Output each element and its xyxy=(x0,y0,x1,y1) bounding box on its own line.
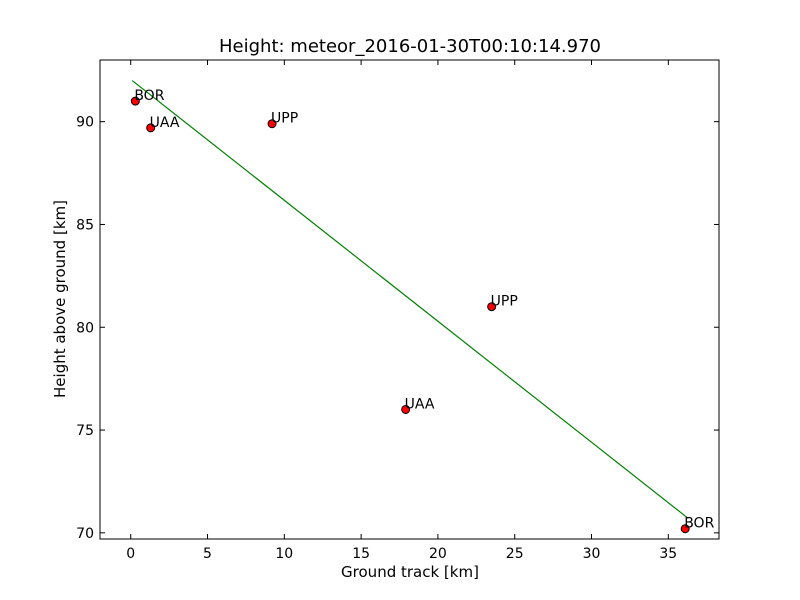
station-label: BOR xyxy=(134,88,164,104)
y-tick-label: 70 xyxy=(76,526,94,542)
x-axis-label: Ground track [km] xyxy=(341,563,479,581)
x-tick-label: 15 xyxy=(352,546,370,562)
chart-title: Height: meteor_2016-01-30T00:10:14.970 xyxy=(219,36,601,57)
x-tick-label: 5 xyxy=(203,546,212,562)
station-label: UPP xyxy=(491,294,518,310)
station-point xyxy=(267,119,277,129)
fit-line xyxy=(131,80,689,519)
station-label: UPP xyxy=(271,111,298,127)
station-point xyxy=(146,123,156,133)
station-label: BOR xyxy=(684,516,714,532)
y-tick-label: 90 xyxy=(76,115,94,131)
station-point xyxy=(401,404,411,414)
y-tick-label: 80 xyxy=(76,320,94,336)
station-point xyxy=(680,524,690,534)
station-label: UAA xyxy=(150,115,180,131)
x-tick-label: 20 xyxy=(429,546,447,562)
x-tick-label: 35 xyxy=(659,546,677,562)
station-point xyxy=(487,302,497,312)
y-tick-label: 75 xyxy=(76,423,94,439)
x-tick-label: 25 xyxy=(506,546,524,562)
station-point xyxy=(130,96,140,106)
station-label: UAA xyxy=(405,396,435,412)
axes-frame xyxy=(99,59,720,540)
x-tick-label: 10 xyxy=(275,546,293,562)
x-tick-label: 30 xyxy=(583,546,601,562)
y-tick-label: 85 xyxy=(76,217,94,233)
y-axis-label: Height above ground [km] xyxy=(51,200,69,398)
x-tick-label: 0 xyxy=(126,546,135,562)
plot-area: 0 5 10 15 20 25 30 35 70 75 80 85 90 BOR UAA UPP UPP UAA B… xyxy=(76,59,720,562)
